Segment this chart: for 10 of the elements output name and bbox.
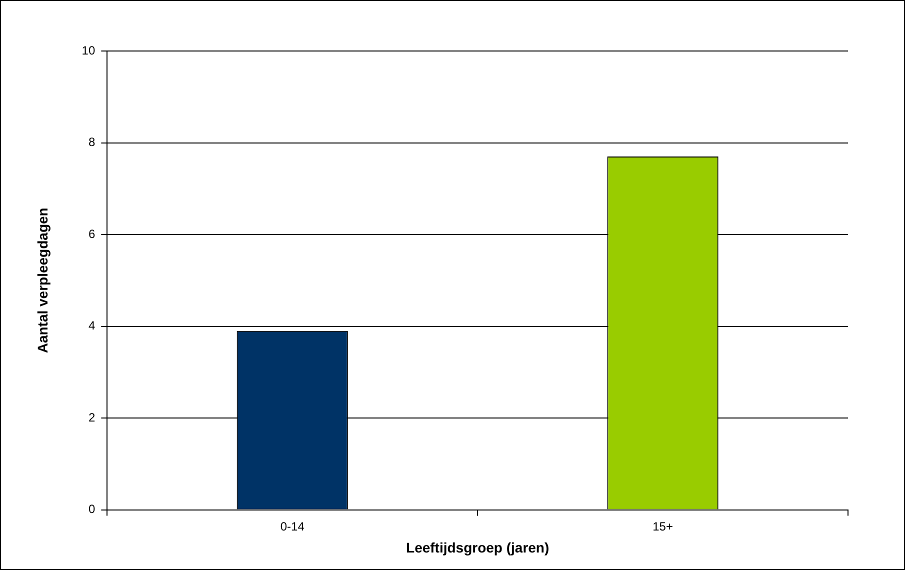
x-tick-label: 0-14: [280, 519, 305, 534]
x-tick-label: 15+: [652, 519, 673, 534]
y-axis-title: Aantal verpleegdagen: [34, 208, 50, 354]
x-axis-title: Leeftijdsgroep (jaren): [406, 539, 550, 556]
y-tick-label: 2: [88, 410, 96, 424]
y-tick-label: 10: [82, 43, 96, 58]
y-tick-label: 8: [88, 135, 96, 150]
y-tick-label: 6: [88, 226, 96, 241]
y-tick-label: 0: [88, 502, 96, 516]
y-tick-label: 4: [88, 318, 96, 333]
